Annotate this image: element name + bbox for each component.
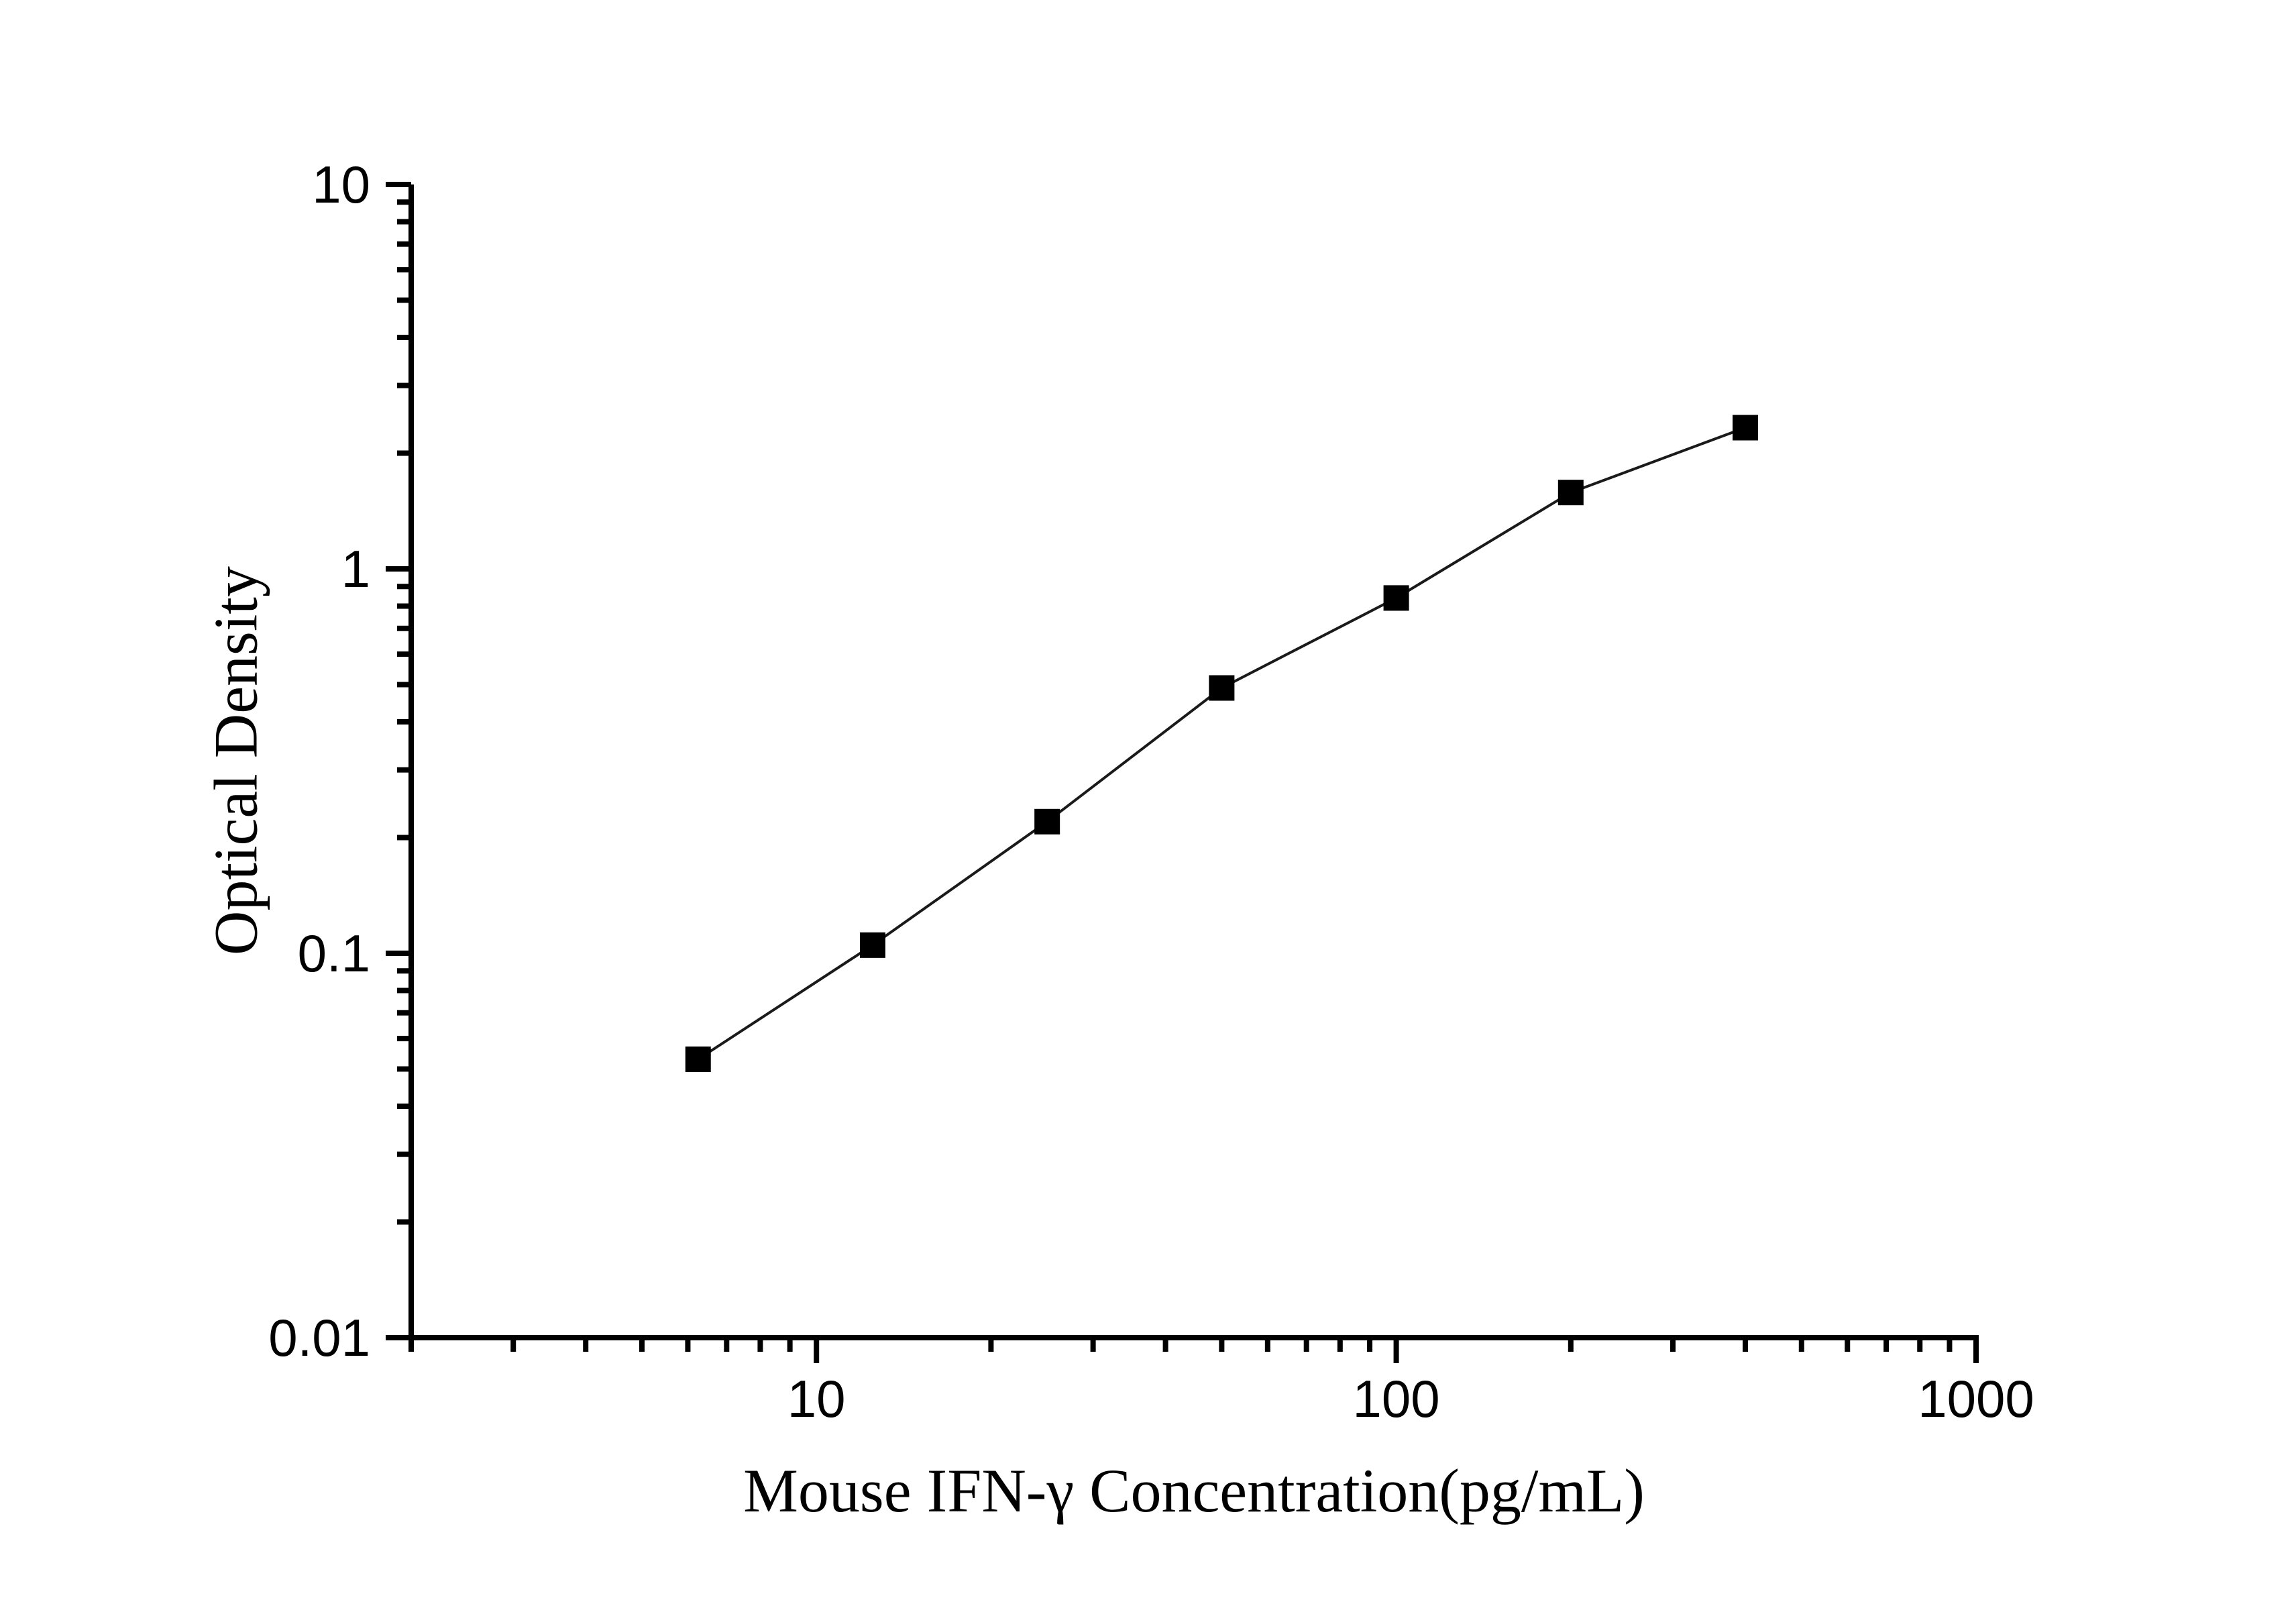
axes-layer <box>408 184 1979 1340</box>
data-point-marker <box>1557 480 1584 506</box>
data-point-marker <box>1034 808 1060 835</box>
x-tick-label: 100 <box>1353 1369 1440 1428</box>
major-ticks-layer <box>386 182 1979 1363</box>
y-tick-label: 10 <box>312 155 370 214</box>
x-tick-label: 10 <box>787 1369 846 1428</box>
y-axis-title: Optical Density <box>201 566 270 955</box>
x-tick-label: 1000 <box>1918 1369 2034 1428</box>
data-point-marker <box>1383 585 1409 611</box>
y-tick-label: 1 <box>341 539 370 598</box>
data-point-marker <box>685 1046 711 1072</box>
tick-labels-layer: 10 100 1000 0.01 0.1 1 10 <box>268 155 2034 1428</box>
data-point-marker <box>1209 675 1235 701</box>
y-tick-label: 0.1 <box>298 924 370 983</box>
data-point-marker <box>1733 415 1759 441</box>
y-tick-label: 0.01 <box>268 1308 370 1367</box>
x-axis-title: Mouse IFN-γ Concentration(pg/mL) <box>743 1456 1645 1525</box>
data-point-marker <box>859 932 885 958</box>
series-layer <box>685 415 1759 1072</box>
